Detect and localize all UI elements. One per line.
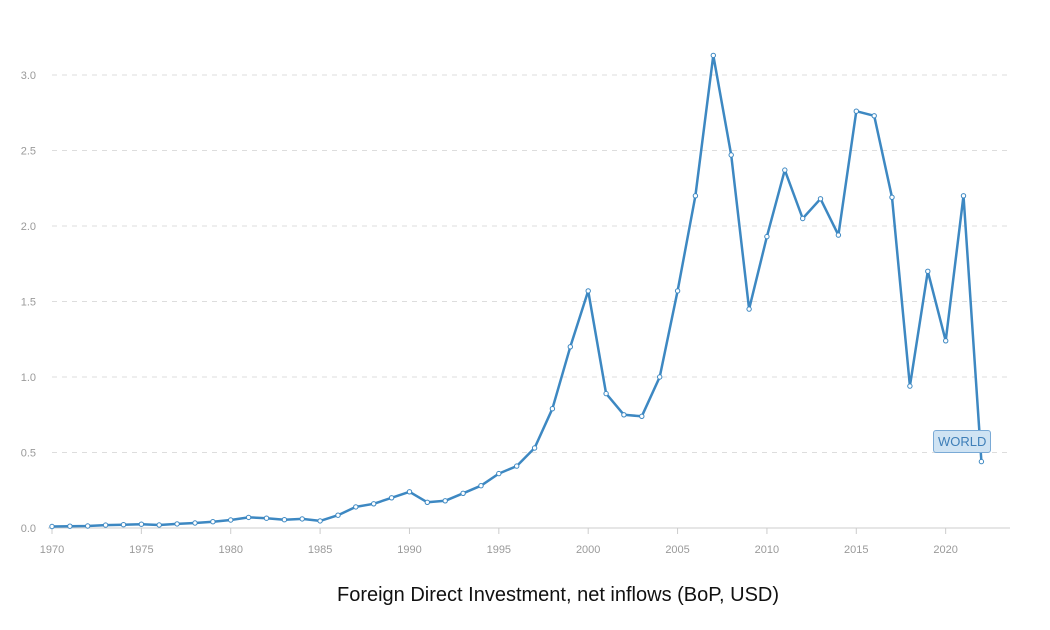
- data-point: [299, 516, 305, 522]
- data-point: [639, 413, 645, 419]
- data-point: [317, 518, 323, 524]
- data-point: [138, 521, 145, 527]
- x-tick-label: 2005: [665, 544, 689, 556]
- data-point: [585, 288, 591, 294]
- data-point: [49, 523, 55, 530]
- x-tick-label: 1995: [487, 544, 511, 556]
- series-line-world: [51, 54, 983, 528]
- series-label-world: WORLD: [933, 430, 992, 453]
- gridlines: [52, 74, 1010, 453]
- data-point: [424, 499, 430, 505]
- data-point: [174, 521, 180, 527]
- x-tick-label: 1985: [308, 544, 332, 556]
- y-tick-label: 0.5: [21, 448, 36, 460]
- data-point: [102, 522, 109, 528]
- data-point: [371, 501, 377, 507]
- x-tick-label: 1990: [397, 544, 421, 556]
- x-tick-label: 2015: [844, 544, 868, 556]
- data-point: [746, 306, 752, 312]
- x-tick-label: 1970: [40, 544, 64, 556]
- y-tick-label: 1.0: [21, 372, 36, 384]
- data-point: [728, 152, 734, 158]
- data-point: [263, 515, 270, 521]
- data-point: [245, 514, 252, 521]
- data-point: [871, 113, 877, 119]
- x-tick-label: 2000: [576, 544, 600, 556]
- data-point: [835, 232, 842, 238]
- x-tick-label: 2010: [755, 544, 779, 556]
- data-point: [782, 167, 788, 173]
- data-point: [460, 490, 466, 496]
- axes: 0.0 0.5 1.0 1.5 2.0 2.5 3.0 1970 1975 1980 1985 199…: [21, 70, 1010, 556]
- data-point: [120, 522, 127, 528]
- x-tick-label: 1980: [218, 544, 242, 556]
- series-layer: [49, 52, 985, 530]
- y-tick-label: 2.0: [21, 221, 36, 233]
- data-point: [514, 463, 520, 469]
- data-point: [621, 412, 627, 418]
- data-point: [406, 489, 413, 495]
- data-point: [335, 512, 341, 518]
- data-point: [800, 215, 806, 222]
- data-point: [388, 495, 395, 501]
- data-point: [889, 194, 895, 201]
- data-point: [192, 520, 198, 526]
- data-point: [674, 288, 681, 294]
- data-point: [228, 517, 234, 523]
- data-point: [442, 498, 448, 504]
- data-point: [478, 483, 484, 489]
- data-point: [943, 338, 949, 344]
- data-point: [549, 406, 556, 412]
- data-point: [657, 374, 663, 380]
- data-point: [978, 458, 985, 465]
- data-point: [156, 522, 162, 528]
- y-tick-label: 0.0: [21, 523, 36, 535]
- x-tick-label: 1975: [129, 544, 153, 556]
- data-point: [353, 504, 359, 510]
- x-tick-label: 2020: [933, 544, 957, 556]
- y-tick-label: 3.0: [21, 70, 36, 82]
- data-point: [710, 52, 716, 59]
- data-point: [531, 445, 538, 451]
- data-point: [603, 390, 609, 397]
- data-point: [567, 344, 573, 350]
- data-point: [817, 196, 824, 202]
- data-point: [281, 517, 288, 523]
- data-point: [960, 193, 967, 199]
- data-point: [210, 519, 216, 525]
- data-point: [907, 383, 913, 389]
- data-point: [85, 523, 91, 529]
- data-point: [692, 193, 699, 199]
- data-point: [925, 268, 931, 274]
- data-point: [764, 233, 770, 240]
- data-point: [67, 523, 73, 529]
- y-tick-label: 2.5: [21, 146, 36, 158]
- data-point: [853, 108, 859, 114]
- data-point: [496, 470, 502, 477]
- y-tick-label: 1.5: [21, 297, 36, 309]
- chart-caption: Foreign Direct Investment, net inflows (…: [336, 584, 780, 606]
